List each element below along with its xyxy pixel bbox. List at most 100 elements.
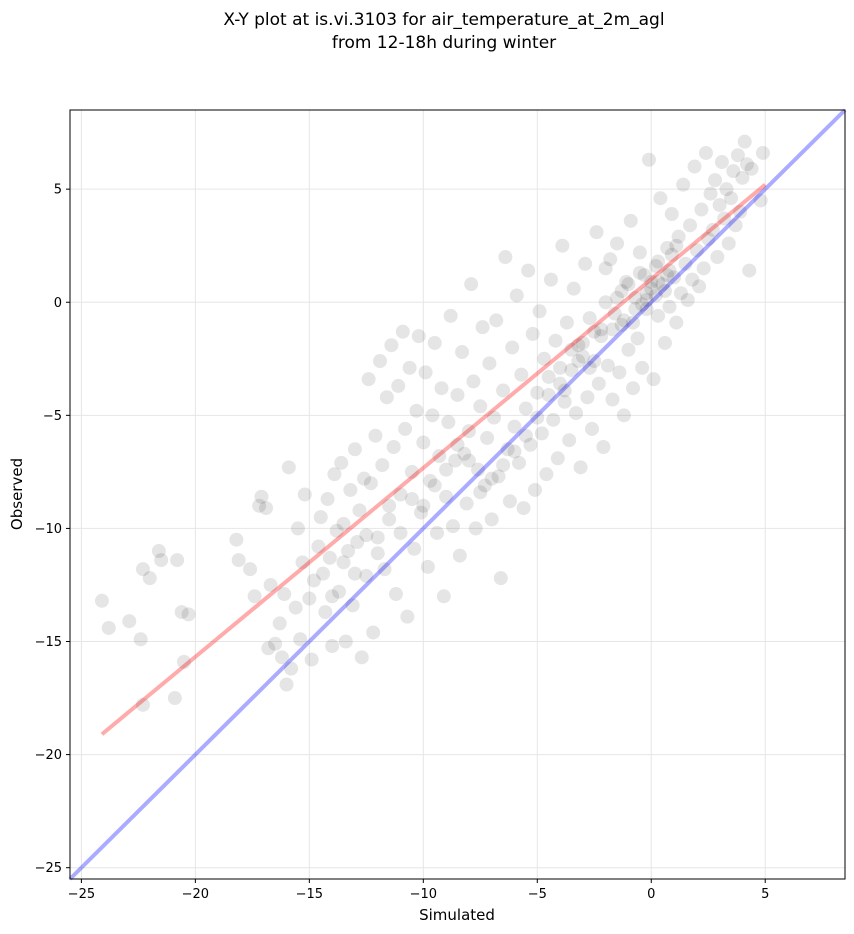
data-point-207 bbox=[696, 261, 711, 276]
data-point-42 bbox=[320, 492, 335, 507]
data-point-108 bbox=[471, 462, 486, 477]
data-point-279 bbox=[660, 268, 675, 283]
data-point-167 bbox=[605, 392, 620, 407]
data-point-129 bbox=[518, 401, 533, 416]
data-point-96 bbox=[443, 308, 458, 323]
data-point-151 bbox=[569, 406, 584, 421]
data-point-190 bbox=[657, 335, 672, 350]
y-tick-label-1: −20 bbox=[35, 748, 62, 763]
data-point-127 bbox=[514, 367, 529, 382]
data-point-49 bbox=[336, 516, 351, 531]
data-point-87 bbox=[423, 473, 438, 488]
data-point-20 bbox=[259, 501, 274, 516]
data-point-41 bbox=[318, 605, 333, 620]
data-point-227 bbox=[742, 263, 757, 278]
data-point-258 bbox=[450, 437, 465, 452]
x-tick-label-4: −5 bbox=[528, 887, 547, 902]
data-point-13 bbox=[181, 607, 196, 622]
data-point-56 bbox=[352, 503, 367, 518]
data-point-154 bbox=[575, 349, 590, 364]
y-axis-ticks: −25 −20 −15 −10 −5 0 5 bbox=[35, 183, 70, 876]
data-point-201 bbox=[683, 218, 697, 233]
y-tick-label-3: −10 bbox=[35, 522, 62, 537]
data-point-73 bbox=[391, 378, 406, 393]
data-point-189 bbox=[655, 277, 670, 292]
data-point-134 bbox=[530, 385, 545, 400]
identity-line bbox=[68, 108, 847, 881]
data-point-133 bbox=[528, 482, 542, 497]
data-point-146 bbox=[557, 394, 572, 409]
data-point-172 bbox=[616, 408, 631, 423]
data-point-10 bbox=[170, 553, 185, 568]
data-point-55 bbox=[350, 534, 365, 549]
data-point-202 bbox=[685, 272, 700, 287]
data-point-241 bbox=[614, 283, 629, 298]
data-point-159 bbox=[587, 354, 602, 369]
data-point-262 bbox=[404, 492, 419, 507]
data-point-256 bbox=[473, 485, 488, 500]
data-point-59 bbox=[359, 568, 374, 583]
data-point-221 bbox=[728, 218, 743, 233]
data-point-169 bbox=[610, 236, 625, 251]
data-point-216 bbox=[717, 211, 732, 226]
data-point-26 bbox=[277, 587, 292, 602]
data-point-198 bbox=[676, 177, 691, 192]
data-point-265 bbox=[370, 546, 385, 561]
data-point-248 bbox=[564, 342, 579, 357]
data-point-54 bbox=[347, 442, 362, 457]
data-point-114 bbox=[484, 512, 499, 527]
data-point-209 bbox=[701, 231, 716, 246]
data-point-161 bbox=[591, 376, 606, 391]
data-point-11 bbox=[174, 605, 189, 620]
data-point-152 bbox=[571, 338, 586, 353]
data-point-25 bbox=[274, 650, 289, 665]
x-tick-label-5: 0 bbox=[647, 887, 655, 902]
data-point-176 bbox=[626, 381, 641, 396]
data-point-225 bbox=[737, 134, 752, 149]
data-point-117 bbox=[491, 469, 506, 484]
y-tick-label-5: 0 bbox=[54, 296, 62, 311]
y-tick-label-4: −5 bbox=[43, 409, 62, 424]
data-point-40 bbox=[316, 566, 331, 581]
data-point-52 bbox=[343, 482, 358, 497]
data-point-90 bbox=[429, 525, 444, 540]
data-point-48 bbox=[334, 455, 349, 470]
data-point-200 bbox=[680, 292, 695, 307]
regression-line bbox=[100, 183, 767, 736]
data-point-173 bbox=[619, 274, 634, 289]
y-axis-label: Observed bbox=[8, 458, 26, 530]
data-point-93 bbox=[436, 589, 451, 604]
data-point-24 bbox=[272, 616, 287, 631]
data-point-192 bbox=[662, 299, 677, 314]
data-point-147 bbox=[559, 315, 574, 330]
data-point-181 bbox=[637, 268, 652, 283]
data-point-178 bbox=[630, 331, 645, 346]
data-point-228 bbox=[744, 161, 759, 176]
data-point-45 bbox=[327, 467, 342, 482]
data-point-18 bbox=[252, 498, 267, 513]
data-point-82 bbox=[411, 329, 426, 344]
data-point-259 bbox=[439, 462, 454, 477]
data-point-2 bbox=[122, 614, 137, 629]
data-point-47 bbox=[331, 584, 346, 599]
data-point-222 bbox=[730, 148, 745, 163]
data-point-203 bbox=[687, 159, 702, 174]
chart-title-line-1: X-Y plot at is.vi.3103 for air_temperatu… bbox=[223, 10, 664, 30]
data-point-267 bbox=[347, 566, 362, 581]
data-point-111 bbox=[477, 478, 492, 493]
data-point-182 bbox=[639, 302, 654, 317]
data-point-74 bbox=[393, 487, 408, 502]
data-point-226 bbox=[739, 157, 754, 172]
data-point-238 bbox=[664, 247, 679, 262]
data-point-269 bbox=[325, 589, 340, 604]
data-point-89 bbox=[427, 335, 442, 350]
data-point-149 bbox=[564, 363, 579, 378]
data-point-98 bbox=[448, 453, 463, 468]
data-point-229 bbox=[753, 193, 768, 208]
data-point-63 bbox=[368, 428, 383, 443]
data-point-115 bbox=[486, 410, 501, 425]
data-point-31 bbox=[290, 521, 305, 536]
data-point-27 bbox=[279, 677, 294, 692]
data-point-29 bbox=[284, 661, 299, 676]
